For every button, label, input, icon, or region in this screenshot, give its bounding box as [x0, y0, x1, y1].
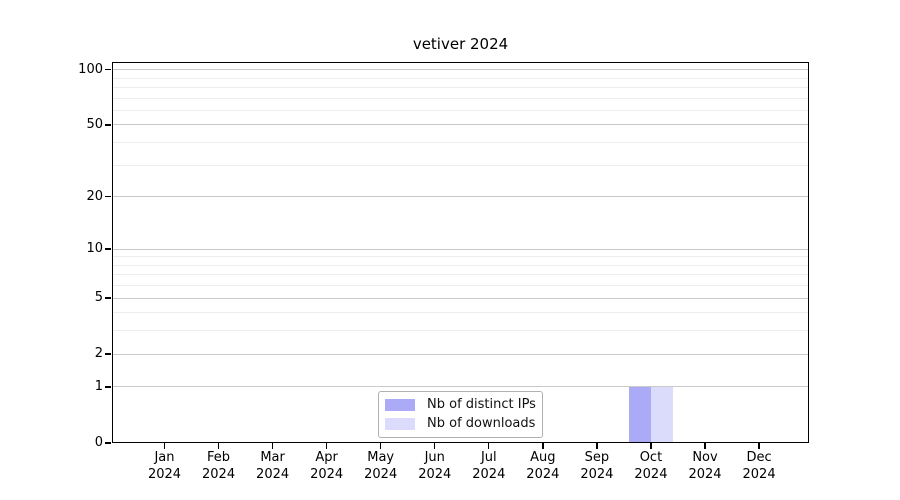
y-axis-tick-label: 10 [86, 241, 103, 256]
x-axis-tick-label: Aug 2024 [513, 449, 573, 483]
plot-area [112, 62, 809, 443]
x-tick-label-line: 2024 [580, 467, 614, 482]
y-gridline-minor [112, 312, 809, 314]
y-gridline-minor [112, 142, 809, 144]
x-axis-tick [163, 443, 166, 449]
y-axis-tick-label: 0 [94, 435, 103, 450]
x-tick-label-line: Oct [639, 450, 663, 465]
x-tick-label-line: 2024 [742, 467, 776, 482]
y-gridline-major [112, 386, 809, 388]
x-axis-tick-label: Sep 2024 [567, 449, 627, 483]
y-gridline-major [112, 196, 809, 198]
x-tick-label-line: Apr [315, 450, 338, 465]
x-axis-tick [542, 443, 544, 449]
x-tick-label-line: 2024 [256, 467, 290, 482]
y-gridline-minor [112, 97, 809, 99]
legend: Nb of distinct IPs Nb of downloads [378, 391, 543, 438]
y-axis-tick [105, 68, 111, 71]
x-axis-tick-label: Mar 2024 [243, 449, 303, 483]
bar-downloads [651, 386, 673, 443]
x-tick-label-line: Jun [424, 450, 445, 465]
x-axis-tick-label: Apr 2024 [297, 449, 357, 483]
y-axis-tick [105, 297, 111, 299]
y-axis-tick-label: 20 [86, 188, 103, 204]
legend-item: Nb of distinct IPs [385, 397, 536, 412]
x-axis-tick [704, 443, 706, 449]
legend-swatch [385, 399, 415, 411]
y-axis-tick [105, 386, 111, 388]
y-gridline-major [112, 124, 809, 126]
y-axis-tick [105, 195, 111, 198]
x-tick-label-line: 2024 [688, 467, 722, 482]
x-axis-tick [650, 443, 652, 449]
x-tick-label-line: 2024 [472, 467, 506, 482]
y-gridline-minor [112, 164, 809, 166]
x-axis-tick-label: Oct 2024 [621, 449, 681, 483]
x-tick-label-line: Nov [692, 450, 718, 465]
x-axis-tick [380, 443, 382, 449]
x-tick-label-line: Sep [584, 450, 610, 465]
y-axis-tick-label: 50 [86, 116, 103, 132]
y-gridline-minor [112, 330, 809, 332]
y-axis-tick-label: 2 [94, 346, 103, 362]
y-gridline-major [112, 248, 809, 250]
y-gridline-minor [112, 77, 809, 79]
y-gridline-minor [112, 256, 809, 258]
x-axis-tick [596, 443, 598, 449]
x-axis-tick-label: Feb 2024 [189, 449, 249, 483]
x-tick-label-line: 2024 [202, 467, 236, 482]
x-tick-label-line: Feb [207, 450, 231, 465]
x-tick-label-line: Jan [154, 450, 175, 465]
x-axis-tick [434, 443, 436, 449]
y-gridline-major [112, 69, 809, 71]
x-axis-tick [325, 443, 328, 449]
bar-distinct-ips [629, 386, 651, 443]
x-tick-label-line: 2024 [526, 467, 560, 482]
y-axis-tick [105, 442, 111, 444]
legend-swatch [385, 418, 415, 430]
x-tick-label-line: May [367, 450, 395, 465]
y-axis-tick-label: 100 [78, 61, 103, 77]
x-axis-tick [758, 443, 760, 449]
x-axis-tick-label: Jun 2024 [405, 449, 465, 483]
legend-label: Nb of distinct IPs [427, 397, 536, 412]
x-tick-label-line: 2024 [364, 467, 398, 482]
x-tick-label-line: Dec [746, 450, 772, 465]
x-axis-tick-label: Jan 2024 [135, 449, 195, 483]
y-gridline-major [112, 297, 809, 299]
x-axis-tick [217, 443, 220, 449]
y-gridline-minor [112, 86, 809, 88]
y-axis-tick [105, 124, 111, 126]
x-axis-tick [271, 443, 274, 449]
y-axis-tick [105, 353, 111, 355]
y-gridline-minor [112, 109, 809, 111]
x-axis-tick-label: Jul 2024 [459, 449, 519, 483]
legend-item: Nb of downloads [385, 416, 536, 431]
legend-label: Nb of downloads [427, 416, 536, 431]
y-axis-tick-label: 5 [94, 290, 103, 306]
chart-title: vetiver 2024 [412, 35, 509, 53]
x-axis-tick-label: May 2024 [351, 449, 411, 483]
y-gridline-minor [112, 264, 809, 266]
y-axis-tick [105, 248, 111, 250]
y-gridline-major [112, 353, 809, 355]
y-gridline-minor [112, 274, 809, 276]
x-axis-tick [488, 443, 490, 449]
x-tick-label-line: Aug [530, 450, 556, 465]
x-axis-tick-label: Nov 2024 [675, 449, 735, 483]
x-tick-label-line: 2024 [418, 467, 452, 482]
x-tick-label-line: 2024 [634, 467, 668, 482]
y-gridline-minor [112, 285, 809, 287]
x-tick-label-line: Mar [260, 450, 285, 465]
x-tick-label-line: 2024 [147, 467, 182, 482]
x-tick-label-line: 2024 [310, 467, 344, 482]
y-axis-tick-label: 1 [94, 378, 103, 394]
x-axis-tick-label: Dec 2024 [729, 449, 789, 483]
x-tick-label-line: Jul [480, 450, 497, 465]
